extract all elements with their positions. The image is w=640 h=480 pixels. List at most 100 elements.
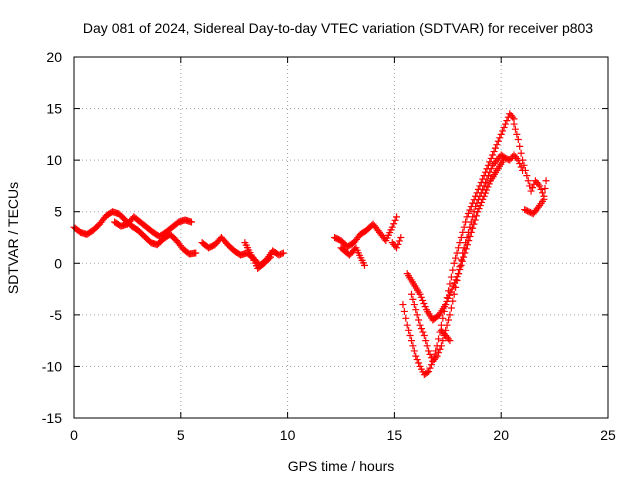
data-point (534, 180, 542, 188)
data-point (422, 337, 430, 345)
data-point (513, 154, 521, 162)
data-point (527, 187, 535, 195)
data-point (426, 350, 434, 358)
y-tick-labels: -15 -10 -5 0 5 10 15 20 (42, 49, 62, 426)
data-point (446, 337, 454, 345)
data-point (490, 148, 498, 156)
chart-title: Day 081 of 2024, Sidereal Day-to-day VTE… (83, 20, 593, 36)
data-point (409, 295, 417, 303)
data-point (514, 136, 522, 144)
data-point (478, 198, 486, 206)
data-point (439, 314, 447, 322)
data-point (513, 130, 521, 138)
data-point (399, 301, 407, 309)
data-point (511, 125, 519, 133)
data-point (529, 184, 537, 192)
data-point (469, 224, 477, 232)
data-point (435, 349, 443, 357)
data-point (476, 202, 484, 210)
data-point (407, 290, 415, 298)
data-point (456, 265, 464, 273)
data-point (395, 237, 403, 245)
data-point (425, 368, 433, 376)
data-point (419, 296, 427, 304)
data-point (540, 195, 548, 203)
data-point (445, 335, 453, 343)
data-point (470, 220, 478, 228)
data-point (279, 249, 287, 257)
data-point (407, 337, 415, 345)
data-point (453, 273, 461, 281)
data-point (391, 216, 399, 224)
y-tick-label: 10 (46, 152, 62, 168)
data-point (403, 321, 411, 329)
data-point (427, 361, 435, 369)
data-point (496, 134, 504, 142)
data-point (510, 120, 518, 128)
data-point (479, 195, 487, 203)
data-point (410, 301, 418, 309)
data-point (484, 183, 492, 191)
data-point (489, 151, 497, 159)
data-point (445, 316, 453, 324)
data-point (416, 290, 424, 298)
data-point (415, 316, 423, 324)
data-point (509, 113, 517, 121)
data-point (523, 172, 531, 180)
data-point (449, 282, 457, 290)
data-point (499, 127, 507, 135)
data-point (397, 234, 405, 241)
x-tick-label: 15 (387, 427, 403, 443)
data-point (447, 273, 455, 281)
data-point (521, 166, 529, 174)
data-point (446, 291, 454, 299)
y-tick-label: -5 (50, 307, 63, 323)
data-point (454, 270, 462, 278)
data-point (437, 342, 445, 350)
data-point (449, 297, 457, 305)
y-tick-label: 20 (46, 49, 62, 65)
data-point (426, 364, 434, 372)
data-point (452, 276, 460, 284)
x-tick-label: 10 (280, 427, 296, 443)
data-point (536, 182, 544, 190)
data-point (480, 182, 488, 190)
y-tick-label: 0 (54, 255, 62, 271)
data-point (472, 212, 480, 220)
data-point (458, 257, 466, 265)
data-point (497, 130, 505, 138)
data-point (463, 241, 471, 249)
data-point (541, 185, 549, 193)
data-point (538, 189, 546, 197)
data-point (436, 345, 444, 353)
data-point (393, 213, 401, 221)
data-point (413, 311, 421, 319)
data-point (480, 192, 488, 200)
data-point (423, 369, 431, 377)
data-point (501, 120, 509, 128)
data-point (466, 232, 474, 240)
data-point (520, 161, 528, 169)
data-point (390, 220, 398, 228)
data-point (417, 293, 425, 301)
data-point (425, 347, 433, 355)
data-point (494, 137, 502, 145)
data-point (447, 304, 455, 312)
x-tick-label: 20 (493, 427, 509, 443)
data-point (432, 354, 440, 362)
data-point (475, 205, 483, 213)
data-point (479, 185, 487, 193)
x-tick-label: 0 (70, 427, 78, 443)
data-point (442, 301, 450, 309)
data-point (452, 254, 460, 262)
data-point (471, 216, 479, 224)
data-point (423, 342, 431, 350)
data-points (70, 110, 550, 379)
grid (74, 57, 608, 418)
data-point (537, 185, 545, 193)
data-point (487, 154, 495, 162)
data-point (444, 294, 452, 302)
data-point (524, 177, 532, 185)
data-point (449, 266, 457, 274)
data-point (534, 203, 542, 211)
